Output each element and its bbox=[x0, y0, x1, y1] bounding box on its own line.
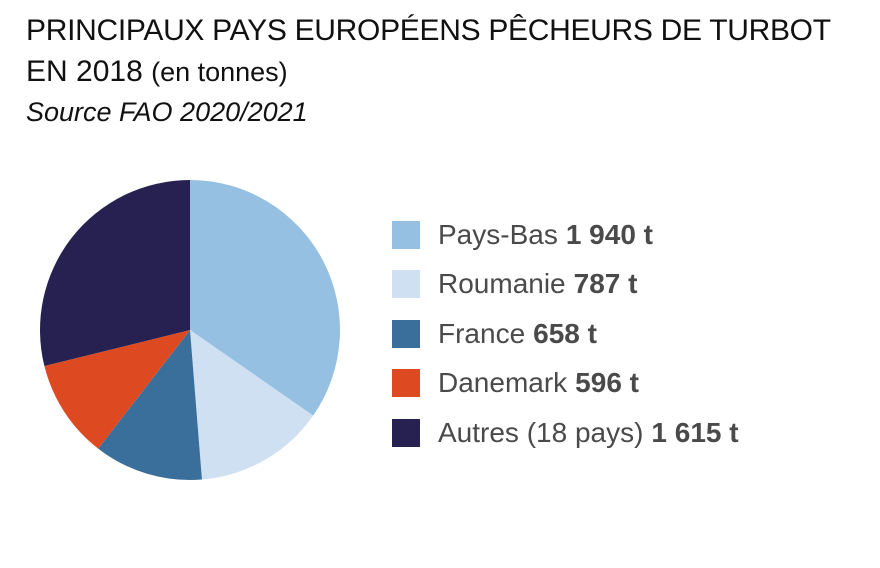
legend-swatch bbox=[392, 369, 420, 398]
pie-slice-roumanie bbox=[190, 330, 314, 480]
legend-swatch bbox=[392, 418, 420, 447]
legend-item-autres: Autres (18 pays) 1 615 t bbox=[392, 408, 739, 458]
pie-slice-france bbox=[98, 330, 202, 480]
legend-value: 1 940 t bbox=[565, 218, 653, 250]
chart-title-year: EN 2018 bbox=[26, 55, 143, 88]
legend-value: 658 t bbox=[533, 317, 597, 349]
legend-label: Roumanie bbox=[438, 268, 566, 300]
legend-label: Pays-Bas bbox=[438, 218, 558, 250]
legend-item-france: France 658 t bbox=[392, 309, 739, 359]
chart-title-unit: (en tonnes) bbox=[151, 57, 288, 87]
legend-item-roumanie: Roumanie 787 t bbox=[392, 260, 739, 310]
legend-label: Autres (18 pays) bbox=[438, 416, 644, 448]
legend-swatch bbox=[392, 220, 420, 249]
legend-value: 787 t bbox=[573, 268, 638, 300]
pie-slice-pays-bas bbox=[190, 180, 340, 416]
chart-title-line1: PRINCIPAUX PAYS EUROPÉENS PÊCHEURS DE TU… bbox=[26, 14, 831, 47]
pie-chart bbox=[40, 180, 340, 480]
legend-swatch bbox=[392, 270, 420, 299]
chart-header: PRINCIPAUX PAYS EUROPÉENS PÊCHEURS DE TU… bbox=[26, 10, 866, 132]
legend-label: Danemark bbox=[438, 367, 568, 399]
chart-source: Source FAO 2020/2021 bbox=[26, 97, 308, 127]
legend-item-danemark: Danemark 596 t bbox=[392, 359, 739, 409]
chart-legend: Pays-Bas 1 940 t Roumanie 787 t France 6… bbox=[392, 210, 739, 458]
pie-slice-autres-18-pays bbox=[40, 180, 190, 367]
legend-value: 596 t bbox=[575, 367, 639, 399]
legend-item-pays-bas: Pays-Bas 1 940 t bbox=[392, 210, 739, 260]
legend-value: 1 615 t bbox=[651, 416, 739, 448]
legend-label: France bbox=[438, 317, 526, 349]
chart-title-line2: EN 2018 (en tonnes) bbox=[26, 52, 866, 92]
pie-slice-danemark bbox=[44, 330, 190, 449]
legend-swatch bbox=[392, 319, 420, 348]
